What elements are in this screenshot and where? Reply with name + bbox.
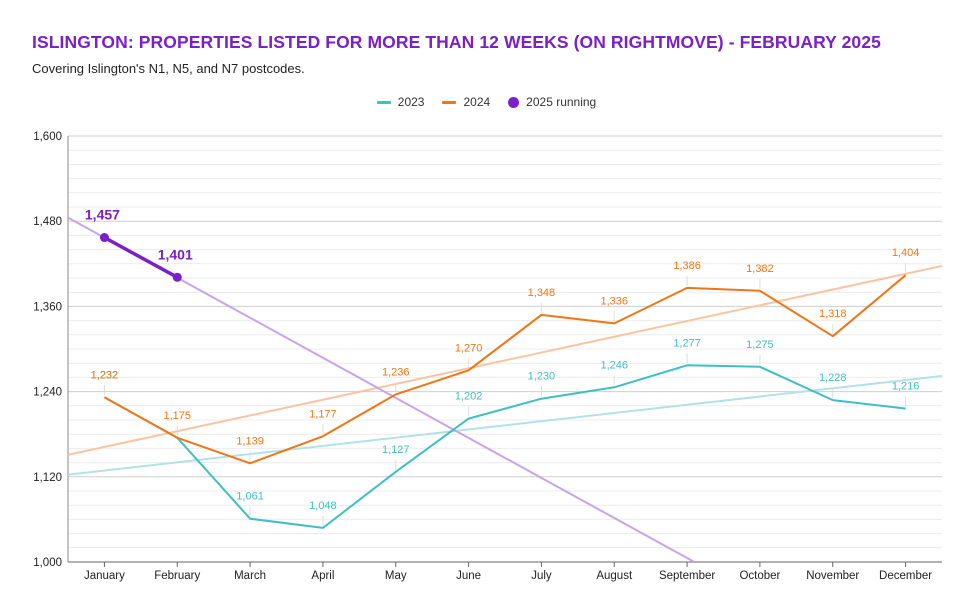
x-tick-label: January (84, 570, 125, 582)
axis-layer: 1,000 1,120 1,240 1,360 1,480 1,600 January Feb… (33, 131, 932, 582)
y-tick-label: 1,360 (33, 301, 62, 313)
data-label-2023: 1,275 (746, 339, 774, 351)
data-label-2023: 1,216 (892, 381, 920, 393)
legend-label-2024: 2024 (463, 95, 491, 109)
x-tick-label: August (596, 570, 633, 582)
y-tick-label: 1,240 (33, 387, 62, 399)
data-label-2024: 1,336 (600, 295, 628, 307)
data-point-2025 (99, 233, 109, 243)
series-line-2023 (103, 364, 906, 529)
x-tick-label: October (739, 570, 780, 582)
data-label-2024: 1,177 (309, 408, 337, 420)
x-tick-label: September (659, 570, 715, 582)
data-label-2023: 1,232 (91, 369, 119, 381)
data-label-2024: 1,318 (819, 308, 847, 320)
x-tick-label: July (531, 570, 552, 582)
data-label-layer: 1,232 1,061 1,048 1,127 1,202 1,230 1,246 1,277… (85, 207, 919, 526)
data-label-2023: 1,048 (309, 500, 337, 512)
chart-legend: 2023 2024 2025 running (0, 93, 973, 111)
data-label-2024: 1,348 (528, 287, 556, 299)
y-tick-label: 1,600 (33, 131, 62, 143)
legend-item-2023[interactable]: 2023 (376, 95, 425, 109)
data-label-2024: 1,270 (455, 342, 483, 354)
data-point-2025 (172, 272, 182, 282)
data-label-2024: 1,404 (892, 247, 920, 259)
data-label-2024: 1,236 (382, 366, 410, 378)
x-tick-label: March (234, 570, 266, 582)
y-tick-label: 1,480 (33, 216, 62, 228)
data-label-2024: 1,175 (163, 410, 191, 422)
legend-swatch-2025 (508, 96, 520, 108)
data-label-2024: 1,386 (673, 260, 701, 272)
data-label-2023: 1,127 (382, 444, 410, 456)
legend-label-2025: 2025 running (526, 95, 597, 109)
data-label-2023: 1,228 (819, 372, 847, 384)
chart-title: ISLINGTON: PROPERTIES LISTED FOR MORE TH… (32, 32, 881, 52)
series-line-2025-running (103, 235, 179, 279)
grid-layer (68, 135, 942, 563)
legend-item-2025[interactable]: 2025 running (508, 95, 596, 109)
data-label-2025-running: 1,401 (158, 246, 193, 262)
x-tick-label: February (154, 570, 200, 582)
y-tick-label: 1,120 (33, 472, 62, 484)
data-label-2023: 1,230 (528, 371, 556, 383)
legend-item-2024[interactable]: 2024 (442, 95, 490, 109)
chart-subtitle: Covering Islington's N1, N5, and N7 post… (32, 61, 305, 76)
series-line-2024 (103, 274, 907, 465)
data-label-2023: 1,246 (600, 359, 628, 371)
y-tick-label: 1,000 (33, 557, 62, 569)
data-label-2024: 1,232 (91, 369, 119, 381)
x-tick-label: June (456, 570, 481, 582)
data-label-2023: 1,061 (236, 491, 264, 503)
legend-swatch-2023 (376, 100, 391, 104)
trendline-2023 (68, 374, 942, 476)
data-label-2024: 1,382 (746, 263, 774, 275)
series-layer (99, 233, 907, 529)
x-tick-label: November (806, 570, 859, 582)
data-label-2023: 1,202 (455, 391, 483, 403)
data-label-2023: 1,277 (673, 337, 701, 349)
legend-label-2023: 2023 (397, 95, 425, 109)
x-tick-label: May (385, 570, 407, 582)
data-label-2024: 1,139 (236, 435, 264, 447)
x-tick-label: December (879, 570, 932, 582)
x-tick-label: April (311, 570, 334, 582)
trendline-2024 (68, 264, 942, 456)
legend-swatch-2024 (442, 100, 457, 104)
data-label-2025-running: 1,457 (85, 207, 120, 223)
